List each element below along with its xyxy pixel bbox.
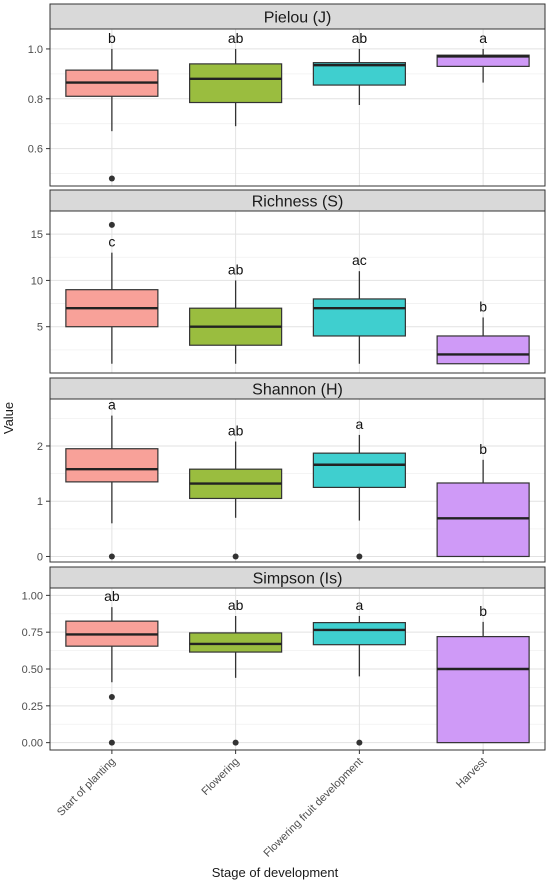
x-axis-title: Stage of development <box>212 865 339 880</box>
significance-letter: ac <box>352 252 367 268</box>
y-tick-label: 5 <box>37 322 43 334</box>
outlier-point <box>108 693 115 700</box>
facet-strip <box>49 189 546 212</box>
significance-letter: ab <box>228 30 244 46</box>
box-iqr <box>189 632 283 653</box>
significance-letter: b <box>479 441 487 457</box>
facet-title: Richness (S) <box>252 194 344 211</box>
facet-title: Shannon (H) <box>252 382 343 399</box>
y-tick-label: 0.6 <box>28 144 43 156</box>
y-tick-label: 0.25 <box>22 701 43 713</box>
panel-background <box>50 29 545 186</box>
y-tick-label: 0.75 <box>22 627 43 639</box>
box-iqr <box>65 448 159 483</box>
outlier-point <box>356 553 363 560</box>
y-tick-label: 0.50 <box>22 664 43 676</box>
box-iqr <box>436 335 530 365</box>
outlier-point <box>232 553 239 560</box>
box-iqr <box>436 54 530 67</box>
box-iqr <box>436 635 530 744</box>
significance-letter: ab <box>228 597 244 613</box>
significance-letter: b <box>479 603 487 619</box>
significance-letter: b <box>479 298 487 314</box>
y-tick-label: 1.0 <box>28 44 43 56</box>
significance-letter: a <box>355 597 363 613</box>
x-tick-label: Start of planting <box>55 756 118 819</box>
box-iqr <box>436 482 530 558</box>
significance-letter: c <box>108 234 115 250</box>
x-tick-label: Flowering fruit development <box>261 756 365 860</box>
significance-letter: a <box>355 416 363 432</box>
box-iqr <box>312 622 406 646</box>
significance-letter: a <box>108 397 116 413</box>
significance-letter: a <box>479 30 487 46</box>
outlier-point <box>232 739 239 746</box>
box-iqr <box>312 452 406 489</box>
box-iqr <box>312 298 406 337</box>
y-tick-label: 2 <box>37 441 43 453</box>
y-tick-label: 0 <box>37 551 43 563</box>
x-tick-label: Flowering <box>200 756 242 798</box>
outlier-point <box>108 739 115 746</box>
x-tick-label: Harvest <box>454 756 489 791</box>
facet-title: Pielou (J) <box>264 10 332 27</box>
y-tick-label: 0.00 <box>22 738 43 750</box>
significance-letter: ab <box>104 588 120 604</box>
significance-letter: b <box>108 30 116 46</box>
significance-letter: ab <box>352 30 368 46</box>
outlier-point <box>356 739 363 746</box>
y-tick-label: 0.8 <box>28 94 43 106</box>
facet-strip <box>49 3 546 30</box>
y-tick-label: 1 <box>37 496 43 508</box>
outlier-point <box>108 221 115 228</box>
outlier-point <box>108 553 115 560</box>
box-iqr <box>189 63 283 104</box>
y-tick-label: 10 <box>31 275 43 287</box>
facet-title: Simpson (Is) <box>253 571 343 588</box>
y-tick-label: 1.00 <box>22 590 43 602</box>
y-tick-label: 15 <box>31 229 43 241</box>
outlier-point <box>108 175 115 182</box>
significance-letter: ab <box>228 423 244 439</box>
facet-strip <box>49 377 546 400</box>
significance-letter: ab <box>228 261 244 277</box>
facet-strip <box>49 566 546 589</box>
y-axis-title: Value <box>1 402 16 434</box>
box-iqr <box>312 62 406 86</box>
